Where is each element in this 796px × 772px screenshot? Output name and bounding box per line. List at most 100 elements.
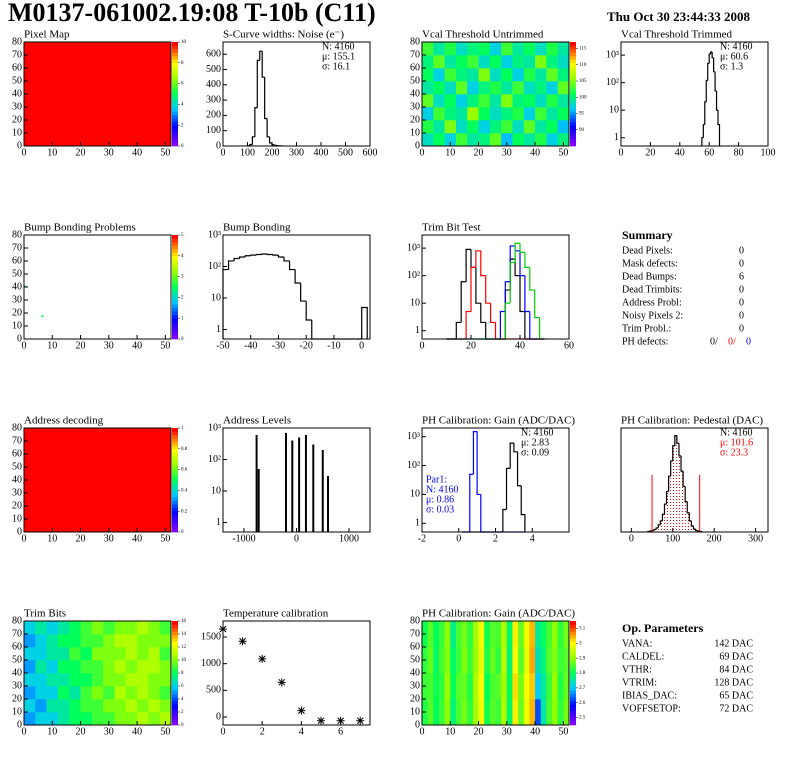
hist-bin (244, 255, 251, 258)
colorbar-step (172, 69, 178, 74)
colorbar-step (570, 111, 576, 116)
parameter-name: IBIAS_DAC: (622, 690, 677, 701)
colorbar-step (172, 438, 178, 443)
colorbar-step (172, 76, 178, 81)
heat-cell (552, 621, 558, 648)
y-tick-label: 10 (410, 127, 420, 138)
colorbar-step (172, 441, 178, 446)
heat-cell (35, 660, 47, 674)
heat-cell (427, 647, 434, 674)
heat-cell (103, 647, 115, 661)
panel-title: Address decoding (24, 415, 104, 427)
heat-cell (444, 699, 451, 726)
colorbar-step (172, 311, 178, 316)
heat-cell (455, 673, 462, 700)
y-tick-label: 20 (12, 693, 22, 704)
heat-cell (137, 712, 149, 726)
colorbar-step (172, 666, 178, 670)
summary-value: 0 (739, 297, 744, 308)
hist-bin (283, 257, 290, 262)
x-tick-label: 0 (294, 533, 299, 544)
heat-cell (484, 699, 491, 726)
colorbar-step (172, 87, 178, 91)
heat-cell (433, 55, 445, 69)
x-tick-label: 50 (160, 726, 170, 737)
y-tick-label: 500 (206, 64, 221, 75)
heat-cell (523, 107, 536, 121)
heat-cell (461, 699, 468, 726)
y-tick-label: 0 (17, 526, 22, 537)
colorbar-step (570, 621, 576, 625)
heat-cell (529, 647, 536, 674)
colorbar-step (172, 335, 178, 340)
heat-cell (125, 686, 138, 700)
heat-cell (467, 68, 479, 82)
heat-cell (148, 673, 160, 687)
heat-cell (69, 712, 81, 726)
stats-line: σ: 1.3 (720, 61, 743, 72)
colorbar-step (172, 128, 178, 133)
stats-line: σ: 0.09 (521, 447, 549, 458)
y-tick-label: 10² (407, 460, 420, 471)
hist-fill (683, 486, 686, 532)
x-tick-label: -2 (418, 533, 426, 544)
hist-fill (695, 530, 698, 532)
colorbar-step (172, 94, 178, 98)
colorbar-step (172, 241, 178, 246)
colorbar-label: 4 (181, 254, 184, 259)
heat-cell (546, 673, 553, 700)
x-tick-label: 0 (619, 147, 624, 158)
colorbar-step (570, 104, 576, 109)
heat-cell (444, 42, 457, 56)
colorbar-step (172, 511, 178, 515)
colorbar-step (570, 697, 576, 702)
heat-cell (523, 55, 536, 69)
heat-cell (512, 647, 519, 674)
x-tick-label: 10 (47, 340, 57, 351)
parameter-name: VTRIM: (622, 677, 657, 688)
heat-cell (535, 133, 547, 147)
colorbar-step (172, 135, 178, 140)
x-tick-label: 30 (502, 726, 512, 737)
hist-bin (250, 254, 257, 256)
hist-bin (668, 475, 671, 492)
hist-bin (653, 528, 657, 531)
heat-cell (557, 120, 570, 134)
hist-fill (654, 529, 657, 532)
y-tick-label: 20 (410, 114, 420, 125)
colorbar-step (570, 718, 576, 722)
heat-cell (478, 68, 491, 82)
heat-cell (438, 621, 445, 648)
colorbar-step (172, 62, 178, 67)
heat-cell (455, 133, 468, 147)
y-tick-label: 20 (12, 114, 22, 125)
heat-cell (433, 133, 445, 147)
colorbar-step (570, 55, 576, 60)
y-tick-label: 10³ (208, 229, 221, 240)
x-tick-label: 20 (474, 147, 484, 158)
colorbar-step (172, 627, 178, 632)
colorbar-step (172, 262, 178, 267)
heat-cell (557, 81, 570, 95)
y-tick-label: 80 (410, 615, 420, 626)
hist-bin (714, 71, 717, 92)
heat-cell (69, 686, 81, 700)
colorbar-step (172, 711, 178, 715)
x-tick-label: 10 (47, 726, 57, 737)
colorbar-label: 8 (181, 61, 184, 66)
summary-value: 0 (746, 336, 751, 347)
y-tick-label: 40 (410, 88, 420, 99)
hist-bin (470, 266, 476, 312)
x-tick-label: -20 (300, 340, 313, 351)
x-tick-label: 50 (558, 726, 568, 737)
stats-line: σ: 16.1 (322, 61, 350, 72)
hist-bin (264, 77, 268, 120)
x-tick-label: 10 (445, 726, 455, 737)
y-tick-label: 1500 (201, 631, 221, 642)
heat-cell (35, 673, 47, 687)
colorbar-step (570, 683, 576, 688)
heat-cell (489, 647, 496, 674)
y-tick-label: 80 (410, 36, 420, 47)
heat-cell (103, 660, 115, 674)
heat-cell (444, 621, 451, 648)
